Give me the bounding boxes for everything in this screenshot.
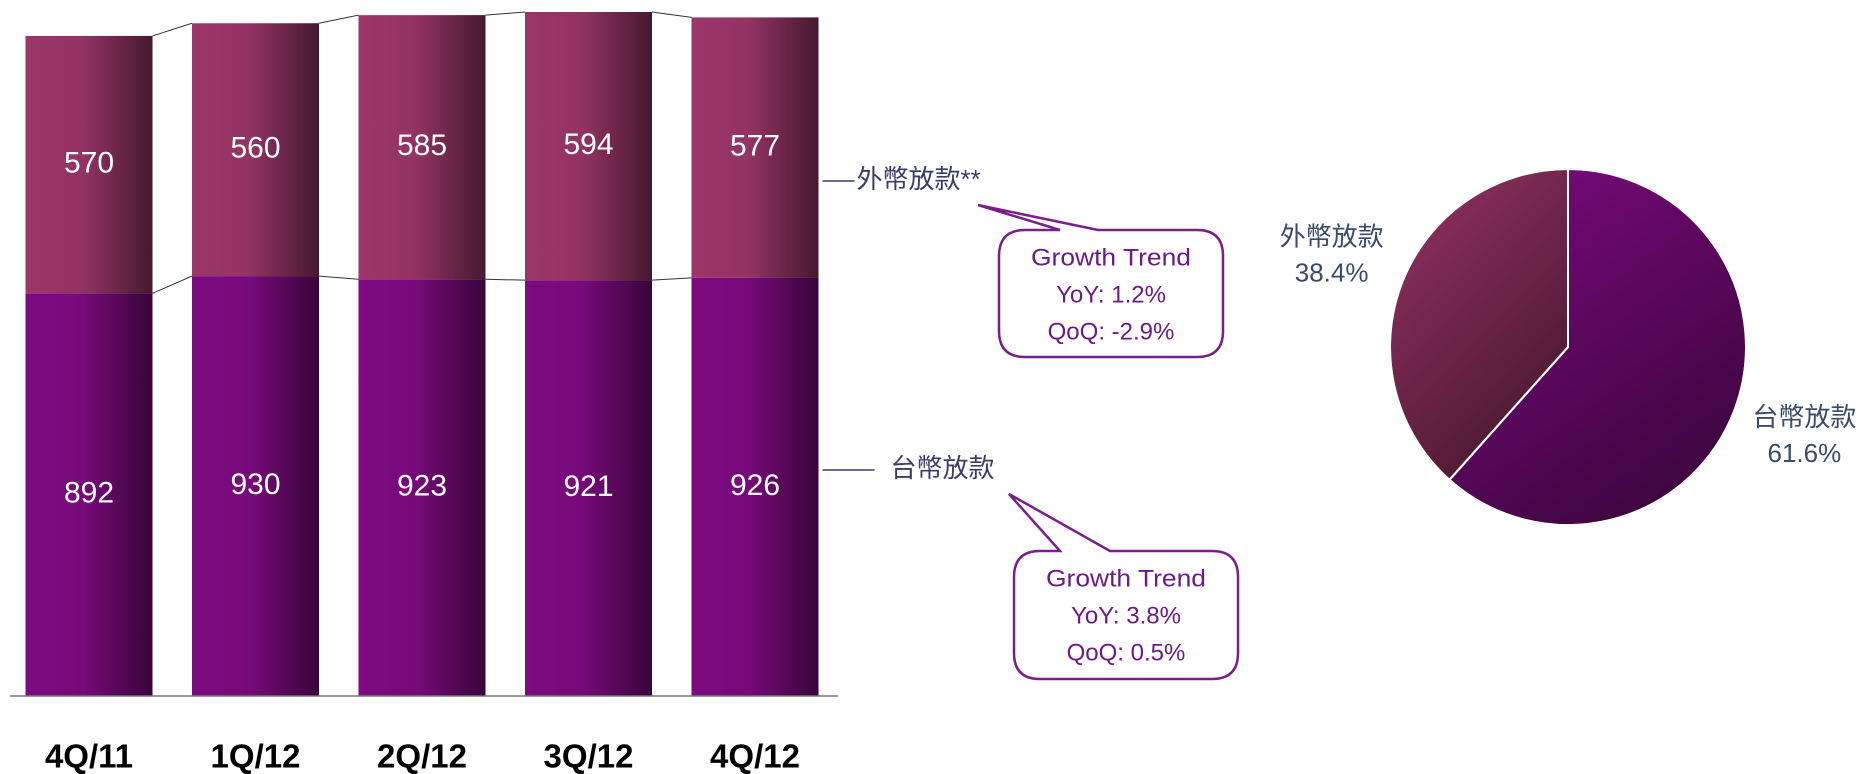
legend-label: 外幣放款** (857, 164, 981, 194)
callout-text: QoQ: 0.5% (1067, 639, 1186, 666)
connector-line (152, 275, 193, 294)
bar-shade (525, 12, 652, 281)
data-label: 585 (397, 129, 447, 162)
data-label: 930 (230, 468, 280, 501)
connector-line (651, 277, 692, 281)
data-label: 570 (64, 147, 114, 180)
pie-label: 外幣放款 (1280, 222, 1384, 252)
callout-text: Growth Trend (1031, 244, 1191, 271)
bar-shade (691, 277, 819, 696)
bar-shade (25, 293, 153, 696)
pie-value-label: 61.6% (1768, 438, 1842, 468)
connector-line (318, 275, 359, 280)
callout-text: QoQ: -2.9% (1048, 318, 1175, 345)
legend-label: 台幣放款 (891, 453, 995, 483)
bar-shade (358, 279, 486, 696)
data-label: 926 (730, 469, 780, 502)
pie-label: 台幣放款 (1752, 402, 1856, 432)
pie-value-label: 38.4% (1295, 258, 1369, 288)
bar-shade (358, 15, 486, 280)
connector-line (152, 22, 193, 37)
connector-line (485, 11, 526, 16)
x-tick-label: 4Q/12 (710, 738, 800, 774)
data-label: 560 (230, 132, 280, 165)
bar-shade (192, 276, 319, 696)
callout-box (977, 203, 1225, 359)
pie-shade (1389, 167, 1569, 482)
callout-text: YoY: 3.8% (1071, 602, 1181, 629)
callout-text: Growth Trend (1046, 565, 1206, 592)
x-tick-label: 3Q/12 (544, 738, 634, 774)
bar-shade (25, 35, 153, 294)
x-tick-label: 2Q/12 (377, 738, 467, 774)
connector-line (318, 14, 359, 24)
pie-shade (1448, 167, 1747, 526)
data-label: 923 (397, 470, 447, 503)
callout-text: YoY: 1.2% (1056, 281, 1166, 308)
x-tick-label: 1Q/12 (211, 738, 301, 774)
connector-line (651, 11, 692, 18)
bar-shade (192, 23, 319, 277)
bar-shade (691, 17, 819, 278)
bar-shade (525, 280, 652, 696)
x-tick-label: 4Q/11 (45, 738, 133, 774)
data-label: 892 (64, 477, 114, 510)
connector-line (485, 278, 526, 281)
callout-box (1008, 492, 1240, 681)
data-label: 921 (563, 470, 613, 503)
data-label: 594 (563, 128, 613, 161)
data-label: 577 (730, 130, 780, 163)
